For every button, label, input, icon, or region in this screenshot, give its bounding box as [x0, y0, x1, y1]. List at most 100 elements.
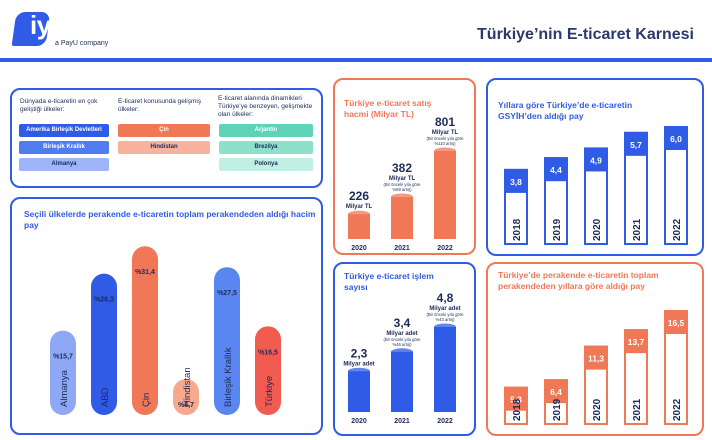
- year-label: 2022: [672, 398, 683, 421]
- bar-2021: [391, 351, 413, 412]
- chart-title: Türkiye e-ticaret işlem sayısı: [344, 271, 434, 293]
- value-label: 4,4: [550, 165, 562, 175]
- bar-cap: [348, 367, 370, 375]
- chart-title: Seçili ülkelerde perakende e-ticaretin t…: [24, 209, 316, 231]
- year-label: 2019: [552, 218, 563, 241]
- value-label: %15,7: [53, 354, 73, 361]
- year-label: 2020: [592, 218, 603, 241]
- panel-country-share: Seçili ülkelerde perakende e-ticaretin t…: [10, 197, 323, 435]
- value-badge: [584, 345, 608, 370]
- value-label: 13,7: [628, 337, 645, 347]
- value-label: 6,4: [550, 387, 562, 397]
- year-label: 2021: [394, 245, 410, 252]
- note-label: (Bir önceki yıla göre: [426, 136, 464, 141]
- value-label: 226: [349, 189, 369, 203]
- value-label: %26,3: [94, 297, 114, 304]
- category-label: Türkiye: [264, 376, 275, 407]
- value-label: 4,9: [590, 155, 602, 165]
- year-label: 2018: [512, 218, 523, 241]
- country-pill: Birleşik Krallık: [19, 141, 109, 154]
- value-badge: [544, 379, 568, 404]
- value-badge: [504, 168, 528, 193]
- country-pill: Amerika Birleşik Devletleri: [19, 124, 109, 137]
- value-label: 382: [392, 161, 412, 175]
- panel-transactions: Türkiye e-ticaret işlem sayısı 2020 Milya…: [333, 262, 476, 436]
- value-label: 5,7: [630, 140, 642, 150]
- col1-heading: Dünyada e-ticaretin en çok geliştiği ülk…: [20, 98, 98, 114]
- brand-logo: iyzico: [30, 10, 100, 40]
- value-label: 3,8: [510, 177, 522, 187]
- value-badge: [624, 131, 648, 156]
- unit-label: Milyar adet: [343, 361, 374, 367]
- year-label: 2021: [394, 418, 410, 425]
- country-pill: Hindistan: [118, 141, 210, 154]
- bar-almanya: [50, 330, 76, 415]
- value-label: %16,5: [258, 349, 278, 356]
- value-label: 6,0: [670, 134, 682, 144]
- chart-country-share: %15,7 Almanya %26,3 ABD %31,4 Çin %6,7Hindista…: [50, 246, 281, 415]
- unit-label: Milyar TL: [346, 204, 373, 210]
- value-badge: [664, 310, 688, 334]
- value-label: 11,3: [588, 354, 604, 364]
- year-label: 2022: [437, 245, 453, 252]
- countries-panel: Dünyada e-ticaretin en çok geliştiği ülk…: [10, 88, 323, 188]
- brand-subtitle: a PayU company: [55, 40, 109, 47]
- panel-retail-share: Türkiye’de perakende e-ticaretin toplam …: [486, 262, 704, 436]
- value-label: 5,3: [510, 395, 522, 405]
- year-label: 2022: [672, 218, 683, 241]
- value-label: %27,5: [217, 290, 237, 297]
- value-label: 4,8: [437, 291, 454, 305]
- value-badge: [584, 147, 608, 172]
- value-label: %31,4: [135, 269, 155, 276]
- category-label: Çin: [141, 393, 152, 407]
- year-label: 2020: [592, 398, 603, 421]
- country-pill: Arjantin: [219, 124, 313, 137]
- bar-2020: [348, 371, 370, 412]
- chart-title: Türkiye’de perakende e-ticaretin toplam …: [498, 270, 659, 292]
- country-pill: Çin: [118, 124, 210, 137]
- year-label: 2020: [351, 245, 367, 252]
- unit-label: Milyar adet: [429, 306, 460, 312]
- unit-label: Milyar TL: [389, 176, 416, 182]
- bar-2022: [434, 151, 456, 239]
- country-pill: Polonya: [219, 158, 313, 171]
- bar-cap: [434, 323, 456, 331]
- bar-cap: [391, 348, 413, 356]
- value-label: 3,4: [394, 316, 411, 330]
- bar-hindistan: [173, 378, 199, 415]
- bar-birleşik-krallık: [214, 267, 240, 415]
- year-label: 2020: [351, 418, 367, 425]
- country-pill: Almanya: [19, 158, 109, 171]
- bar-türkiye: [255, 326, 281, 415]
- bar-2022: [434, 327, 456, 412]
- value-badge: [544, 157, 568, 182]
- bar-2021: [391, 197, 413, 239]
- year-label: 2018: [512, 398, 523, 421]
- note-label: %43 artış): [435, 317, 455, 322]
- category-label: Almanya: [59, 369, 70, 407]
- country-pill: Brezilya: [219, 141, 313, 154]
- chart-gdp-share: 3,8 2018 4,4 2019 4,9 2020 5,7 2021 6,0 2022: [504, 126, 688, 245]
- bar-cap: [348, 210, 370, 218]
- col2-heading: E-ticaret konusunda gelişmiş ülkeler:: [118, 98, 202, 114]
- year-label: 2021: [632, 218, 643, 241]
- bar-2020: [348, 214, 370, 239]
- value-label: 801: [435, 115, 455, 129]
- unit-label: Milyar TL: [432, 130, 459, 136]
- note-label: (Bir önceki yıla göre: [383, 182, 421, 187]
- page-title: Türkiye’nin E-ticaret Karnesi: [477, 26, 694, 43]
- bar-çin: [132, 246, 158, 415]
- year-label: 2021: [632, 398, 643, 421]
- category-label: Hindistan: [182, 367, 193, 407]
- value-label: %6,7: [178, 402, 194, 409]
- year-label: 2019: [552, 398, 563, 421]
- chart-title: Türkiye e-ticaret satış hacmi (Milyar TL…: [344, 98, 432, 120]
- value-badge: [624, 329, 648, 354]
- note-label: %46 artış): [392, 342, 412, 347]
- chart-title: Yıllara göre Türkiye’de e-ticaretin GSYİ…: [498, 100, 633, 122]
- note-label: %110 artış): [434, 141, 456, 146]
- note-label: %69 artış): [392, 187, 412, 192]
